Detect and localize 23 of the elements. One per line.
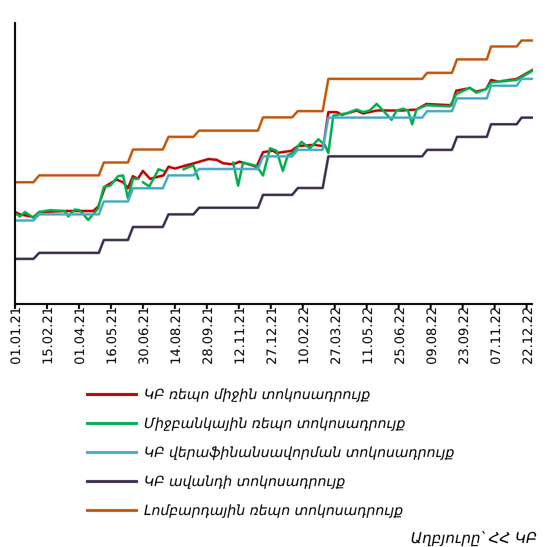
legend-label: ԿԲ վերաֆինանսավորման տոկոսադրույք	[144, 444, 454, 460]
x-tick-label: 22.12.22	[520, 307, 536, 365]
x-tick-label: 14.08.21	[169, 307, 184, 365]
x-tick-label: 23.09.22	[456, 307, 472, 365]
x-tick-label: 11.05.22	[360, 307, 376, 365]
x-tick-label: 27.12.21	[265, 307, 280, 365]
x-tick-label: 01.01.21	[9, 307, 24, 365]
x-tick-label: 16.05.21	[105, 307, 120, 365]
legend-label: Լոմբարդային ռեպո տոկոսադրույք	[144, 502, 404, 518]
x-tick-label: 15.02.21	[41, 307, 56, 365]
x-tick-label: 25.06.22	[392, 307, 408, 365]
x-tick-label: 27.03.22	[328, 307, 344, 365]
x-tick-label: 30.06.21	[137, 307, 152, 365]
x-tick-label: 10.02.22	[297, 307, 312, 365]
x-tick-label: 09.08.22	[424, 307, 440, 365]
x-tick-label: 28.09.21	[201, 307, 216, 365]
legend-label: Միջբանկային ռեպո տոկոսադրույք	[144, 416, 406, 432]
text: Աղբյուրը՝ ՀՀ ԿԲ	[410, 529, 538, 547]
x-tick-label: 12.11.21	[233, 307, 248, 365]
x-tick-label: 07.11.22	[488, 307, 504, 365]
legend-label: ԿԲ ռեպո միջին տոկոսադրույք	[144, 386, 370, 402]
legend-label: ԿԲ ավանդի տոկոսադրույք	[144, 474, 346, 490]
x-tick-label: 01.04.21	[73, 307, 88, 365]
